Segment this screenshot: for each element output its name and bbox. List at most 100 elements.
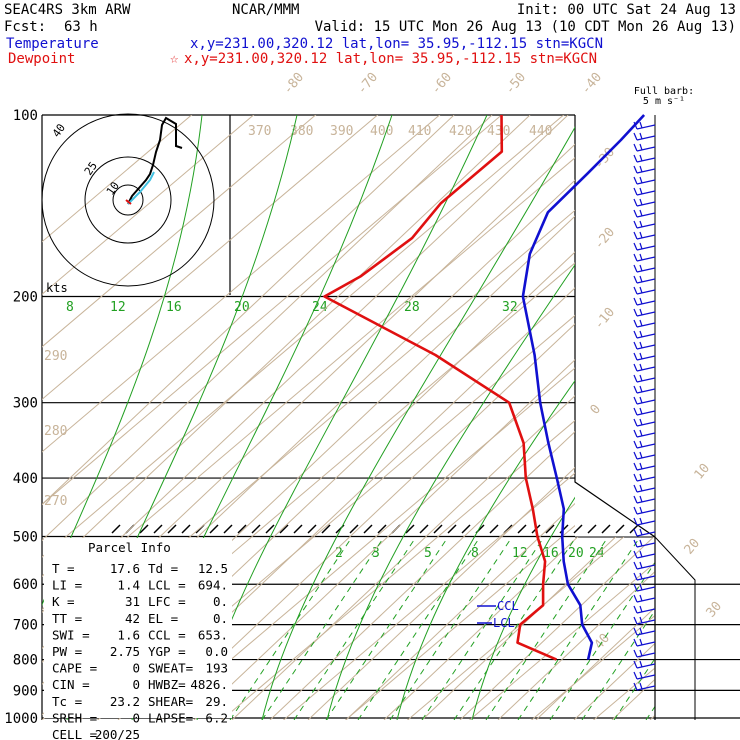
dry-adiabat-line [231,115,655,720]
mixing-ratio-label: 24 [312,300,328,315]
barb-key-label: Full barb: [634,86,694,97]
wind-barb [633,132,656,141]
wind-barb [633,407,656,416]
mixing-ratio-line [229,539,351,720]
wind-barb [633,385,656,394]
freezing-level-hatch [321,524,331,534]
freezing-level-hatch [433,524,443,534]
mixing-ratio-label: 5 [424,546,432,561]
parcel-info-cell: Tc = [52,694,82,709]
isotherm-line [332,115,655,720]
barb-key-units: 5 m s⁻¹ [643,96,685,107]
mixing-ratio-line [517,539,639,720]
freezing-level-hatch [517,524,527,534]
isotherm-label: -60 [429,70,456,98]
theta-label: 270 [44,494,67,509]
parcel-info-cell: SHEAR= [148,694,193,709]
wind-barb [633,528,656,537]
isotherm-label: -40 [579,70,606,98]
hodograph-storm-motion-mark [125,199,132,205]
freezing-level-hatch [251,524,261,534]
parcel-info-cell: TT = [52,611,82,626]
dry-adiabat-line [42,115,493,720]
isotherm-label: -50 [503,70,530,98]
wind-barb [633,671,656,680]
wind-barb [633,231,656,240]
parcel-info-cell: 1.6 [117,627,140,642]
dry-adiabat-line [383,115,655,720]
wind-barb [633,506,656,515]
mixing-ratio-line [421,539,543,720]
wind-barb [633,319,656,328]
isotherm-line [642,115,655,720]
theta-label: 280 [44,424,67,439]
org-name: NCAR/MMM [232,2,299,18]
parcel-info-cell: CIN = [52,677,90,692]
freezing-level-hatch [461,524,471,534]
freezing-level-hatch [293,524,303,534]
wind-barb [633,187,656,196]
isotherm-line [518,115,655,720]
isotherm-line [42,115,473,720]
isotherm-label: -20 [592,225,619,253]
model-name: SEAC4RS 3km ARW [4,2,131,18]
parcel-info-cell: 0. [213,611,228,626]
wind-barb [633,198,656,207]
parcel-info-cell: LAPSE= [148,710,193,725]
parcel-info-cell: 200/25 [95,727,140,740]
parcel-info-cell: CAPE = [52,661,97,676]
parcel-info-title: Parcel Info [88,540,171,555]
wind-barb [633,660,656,669]
wind-barb [633,682,656,691]
temperature-location: x,y=231.00,320.12 lat,lon= 35.95,-112.15… [190,36,603,52]
dry-adiabat-line [345,115,655,720]
parcel-info-cell: 0.0 [205,644,228,659]
dry-adiabat-line [459,115,655,720]
profile-layer [323,114,646,661]
parcel-info-cell: 29. [205,694,228,709]
parcel-info-cell: SWI = [52,627,90,642]
parcel-info-cell: 0. [213,594,228,609]
wind-barb [633,209,656,218]
wind-barb [633,253,656,262]
hodograph-inset: 10 25 40 kts [41,113,215,295]
isotherm-label: -70 [355,70,382,98]
parcel-info-cell: 694. [198,578,228,593]
parcel-info-cell: 31 [125,594,140,609]
wind-barb [633,649,656,658]
wind-barb [633,638,656,647]
wind-barb [633,220,656,229]
parcel-info-cell: 1.4 [117,578,140,593]
hodograph-ring-label-40: 40 [50,121,68,139]
temperature-legend-label: Temperature [6,36,99,52]
parcel-info-cell: LI = [52,578,82,593]
parcel-info-cell: PW = [52,644,82,659]
freezing-level-hatch [545,524,555,534]
ccl-marker-label: CCL [497,599,519,613]
parcel-info-cell: 0 [132,661,140,676]
freezing-level-hatch [573,524,583,534]
wind-barb [633,495,656,504]
freezing-level-hatch [615,524,625,534]
freezing-level-hatch [209,524,219,534]
parcel-info-cell: 12.5 [198,561,228,576]
parcel-info-cell: 0 [132,677,140,692]
parcel-info-cell: LFC = [148,594,186,609]
dry-adiabat-line [688,115,740,720]
theta-label: 380 [290,124,313,139]
parcel-info-cell: K = [52,594,75,609]
wind-barb [633,440,656,449]
dry-adiabat-line [535,115,655,720]
isotherm-label: -30 [592,145,619,173]
parcel-info-background [44,538,232,718]
moist-adiabat-line [42,115,203,720]
freezing-level-hatch [447,524,457,534]
wind-barb [633,165,656,174]
theta-label: 400 [370,124,393,139]
pressure-tick-label: 1000 [4,711,38,727]
parcel-info-cell: YGP = [148,644,186,659]
dewpoint-legend-label: Dewpoint [8,51,75,67]
mixing-ratio-line [357,539,479,720]
wind-barb [633,396,656,405]
dry-adiabat-line [42,115,455,720]
